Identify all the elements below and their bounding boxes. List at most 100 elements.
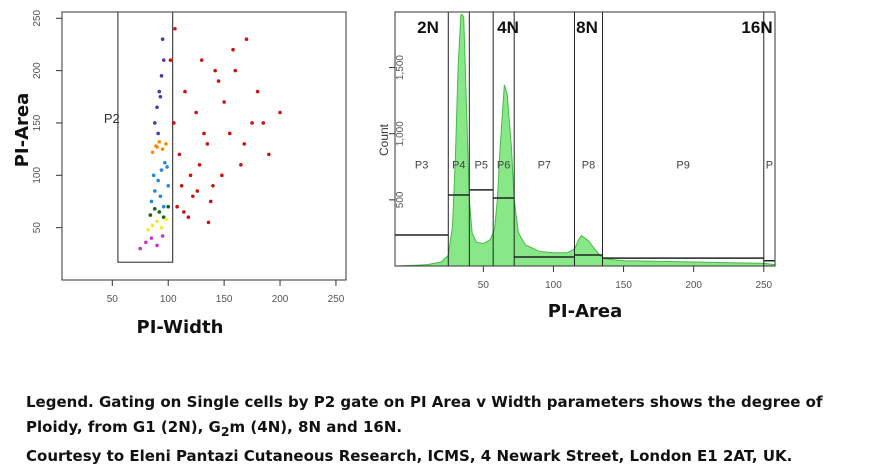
point [206,220,211,225]
point [155,105,159,110]
point [202,131,206,136]
point [183,89,187,94]
point [208,199,213,204]
x-tick-label: 250 [755,280,772,291]
ploidy-label: 8N [576,18,598,37]
point [156,178,160,183]
gate-label: P8 [582,159,595,171]
point [150,150,155,155]
y-tick-label: 1,500 [395,55,406,80]
y-tick-label: 500 [395,191,406,208]
point [160,147,165,151]
point [164,142,168,146]
point [186,215,191,219]
area [395,14,775,266]
point [199,58,204,62]
x-tick-label: 200 [272,294,289,305]
caption-text: Legend. Gating on Single cells by P2 gat… [26,393,823,436]
point [158,94,163,99]
ploidy-label: 16N [741,18,772,37]
point [278,110,282,115]
y-tick-label: 100 [32,167,43,184]
point [155,145,159,149]
x-tick-label: 100 [545,280,562,291]
point [160,234,165,238]
ploidy-label: 2N [417,18,439,37]
charts: P 250 100 150 200 250 50 100 150 200 250 PI-Width PI… [12,10,776,338]
ploidy-label: 4N [497,18,519,37]
point [233,68,238,73]
point [179,183,184,188]
point [158,194,163,199]
y-axis-label: PI-Area [12,93,33,168]
x-tick-label: 150 [216,294,233,305]
point [182,210,186,214]
point [165,165,169,169]
frame [61,11,347,281]
y-tick-label: 150 [32,114,43,131]
point [157,89,162,94]
point [138,246,143,251]
gate-label: P5 [475,159,488,171]
point [148,213,153,217]
point [153,189,157,193]
point [155,219,159,224]
point [175,204,179,209]
x-tick-label: 150 [615,280,632,291]
point [157,210,162,214]
point [211,183,215,188]
point [150,223,155,228]
gate-label: P4 [452,159,465,171]
caption-line: Courtesy to Eleni Pantazi Cutaneous Rese… [26,447,793,465]
point [194,110,198,115]
caption: Legend. Gating on Single cells by P2 gat… [26,390,856,469]
x-tick-label: 50 [478,280,490,291]
x-tick-label: 250 [328,294,345,305]
point [159,225,164,230]
gate-label: P9 [676,159,689,171]
point [155,243,159,248]
gate-label: P [766,159,773,171]
gate-label: P6 [497,159,510,171]
point [161,58,166,62]
x-axis-label: PI-Area [548,301,623,322]
gate [117,12,174,263]
point [149,236,154,240]
point [173,26,177,31]
point [153,207,157,211]
point [195,189,200,193]
point [197,163,202,167]
point [242,142,247,146]
x-axis-label: PI-Width [137,317,224,338]
y-tick-label: 200 [32,62,43,79]
point [205,142,210,146]
y-tick-label: 1,000 [395,121,406,146]
point [244,37,249,42]
x-tick-label: 100 [160,294,177,305]
point [160,37,165,42]
point [267,152,271,157]
point [156,131,160,136]
point [250,121,254,125]
point [216,79,221,83]
caption-text: m (4N), 8N and 16N. [229,418,403,436]
point [149,199,154,204]
point [255,89,260,94]
y-tick-label: 250 [32,10,43,27]
point [220,173,224,178]
point [157,140,162,144]
frame [394,11,776,267]
point [222,100,226,104]
point [144,240,148,245]
point [164,217,168,222]
point [213,68,217,73]
point [239,163,243,167]
point [227,131,232,136]
y-tick-label: 50 [32,222,43,234]
caption-sub: 2 [220,424,230,439]
point [161,204,166,209]
x-tick-label: 200 [685,280,702,291]
point [188,173,193,178]
point [166,183,171,188]
